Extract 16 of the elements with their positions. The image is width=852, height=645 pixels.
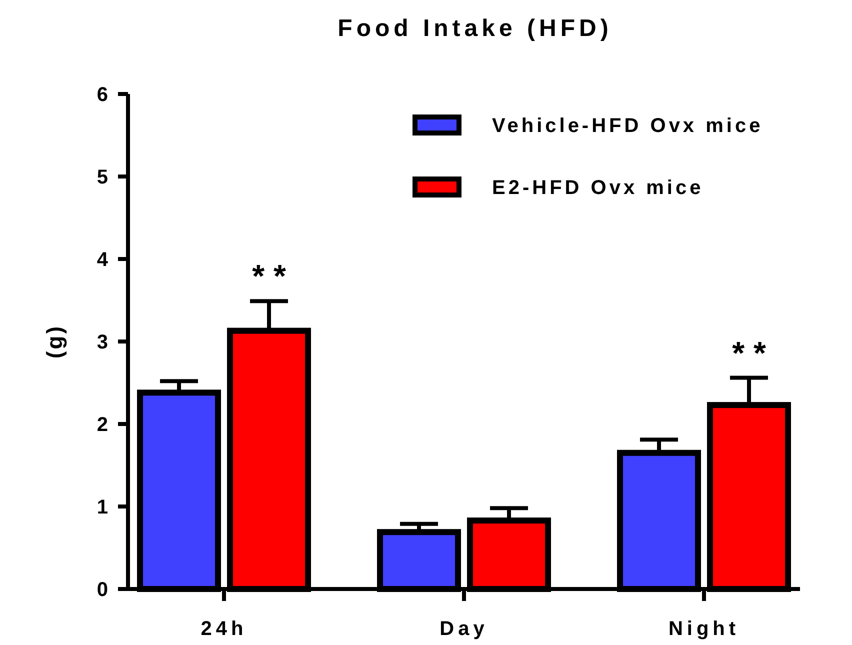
y-tick-label: 5	[96, 166, 108, 188]
chart-title: Food Intake (HFD)	[338, 15, 612, 42]
y-tick-label: 3	[96, 332, 108, 354]
x-tick-label: Day	[440, 618, 488, 640]
y-axis-title: (g)	[42, 324, 67, 359]
x-tick-label: 24h	[200, 618, 248, 640]
y-tick-label: 6	[96, 84, 108, 106]
data-label: * *	[732, 334, 766, 371]
y-tick-label: 2	[96, 414, 108, 436]
y-tick-label: 1	[96, 496, 108, 518]
legend-label: E2-HFD Ovx mice	[492, 177, 704, 199]
legend-label: Vehicle-HFD Ovx mice	[492, 115, 764, 137]
y-tick-label: 0	[96, 579, 108, 601]
x-tick-label: Night	[668, 618, 740, 640]
y-tick-label: 4	[96, 249, 109, 271]
data-label: * *	[252, 258, 286, 294]
